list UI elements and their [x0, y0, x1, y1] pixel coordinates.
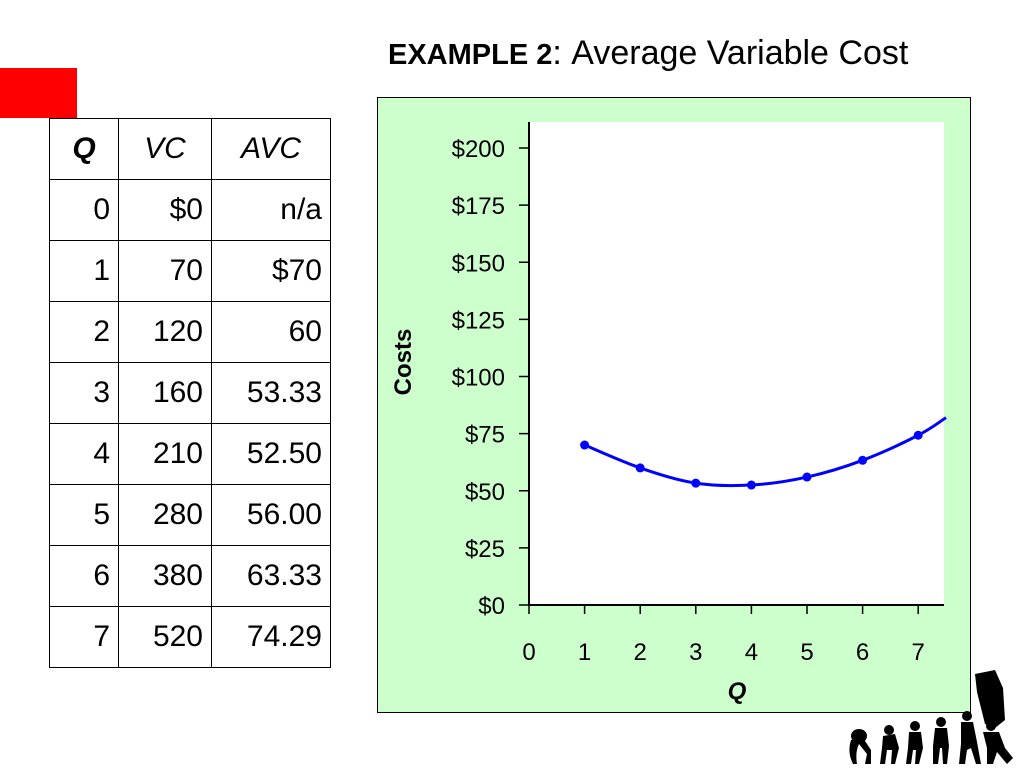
cell-avc: n/a: [211, 179, 331, 241]
cell-avc: 53.33: [211, 362, 331, 424]
cell-avc: 60: [211, 301, 331, 363]
table-row: 4 210 52.50: [49, 423, 331, 485]
x-tick-label: 6: [856, 639, 869, 666]
y-tick-label: $50: [465, 479, 505, 506]
y-tick-label: $100: [452, 365, 505, 392]
cost-table: Q VC AVC 0 $0 n/a 1 70 $70 2 120 60 3 160 53.33 …: [49, 118, 331, 668]
cell-q: 6: [49, 545, 119, 607]
cell-vc: 70: [118, 240, 212, 302]
table-row: 7 520 74.29: [49, 606, 331, 668]
cell-vc: 380: [118, 545, 212, 607]
header-avc: AVC: [211, 118, 331, 180]
x-tick-label: 1: [578, 639, 591, 666]
table-header-row: Q VC AVC: [49, 118, 331, 180]
x-tick-label: 7: [912, 639, 925, 666]
header-vc: VC: [118, 118, 212, 180]
data-point: [802, 472, 812, 482]
red-accent-block: [0, 68, 77, 118]
x-tick-label: 2: [634, 639, 647, 666]
cell-q: 5: [49, 484, 119, 546]
y-tick-label: $0: [478, 593, 505, 620]
cell-vc: 160: [118, 362, 212, 424]
cell-vc: 210: [118, 423, 212, 485]
table-row: 1 70 $70: [49, 240, 331, 302]
data-point: [635, 463, 645, 473]
y-tick-label: $150: [452, 250, 505, 277]
data-point: [913, 430, 923, 440]
cell-q: 7: [49, 606, 119, 668]
data-point: [691, 478, 701, 488]
cell-q: 1: [49, 240, 119, 302]
table-row: 6 380 63.33: [49, 545, 331, 607]
y-tick-label: $175: [452, 193, 505, 220]
avc-line-chart: $0 $25 $50 $75 $100 $125 $150 $175 $200 0 1 2 3 4 5 6 7 Q…: [390, 122, 947, 705]
cell-q: 2: [49, 301, 119, 363]
y-tick-label: $25: [465, 536, 505, 563]
cell-avc: 63.33: [211, 545, 331, 607]
human-evolution-silhouette-icon: [849, 670, 1013, 764]
cell-vc: $0: [118, 179, 212, 241]
cell-q: 3: [49, 362, 119, 424]
title-prefix: EXAMPLE 2: [388, 39, 553, 71]
plot-area: [529, 122, 944, 605]
y-tick-label: $200: [452, 136, 505, 163]
cell-avc: 52.50: [211, 423, 331, 485]
table-row: 3 160 53.33: [49, 362, 331, 424]
cell-avc: $70: [211, 240, 331, 302]
y-tick-label: $125: [452, 307, 505, 334]
cell-q: 4: [49, 423, 119, 485]
cell-avc: 74.29: [211, 606, 331, 668]
cell-avc: 56.00: [211, 484, 331, 546]
cell-vc: 120: [118, 301, 212, 363]
slide-title: EXAMPLE 2: Average Variable Cost: [388, 34, 908, 78]
cell-vc: 280: [118, 484, 212, 546]
y-axis-label: Costs: [390, 329, 417, 396]
x-tick-label: 0: [522, 639, 535, 666]
data-point: [858, 455, 868, 465]
table-row: 0 $0 n/a: [49, 179, 331, 241]
title-separator: :: [552, 34, 562, 72]
cell-vc: 520: [118, 606, 212, 668]
x-tick-label: 4: [745, 639, 758, 666]
data-point: [746, 480, 756, 490]
x-axis-label: Q: [728, 678, 747, 705]
cell-q: 0: [49, 179, 119, 241]
y-tick-label: $75: [465, 422, 505, 449]
header-q: Q: [49, 118, 119, 180]
x-tick-label: 3: [689, 639, 702, 666]
title-text: Average Variable Cost: [571, 34, 909, 72]
table-row: 5 280 56.00: [49, 484, 331, 546]
x-tick-label: 5: [800, 639, 813, 666]
table-row: 2 120 60: [49, 301, 331, 363]
data-point: [580, 440, 590, 450]
